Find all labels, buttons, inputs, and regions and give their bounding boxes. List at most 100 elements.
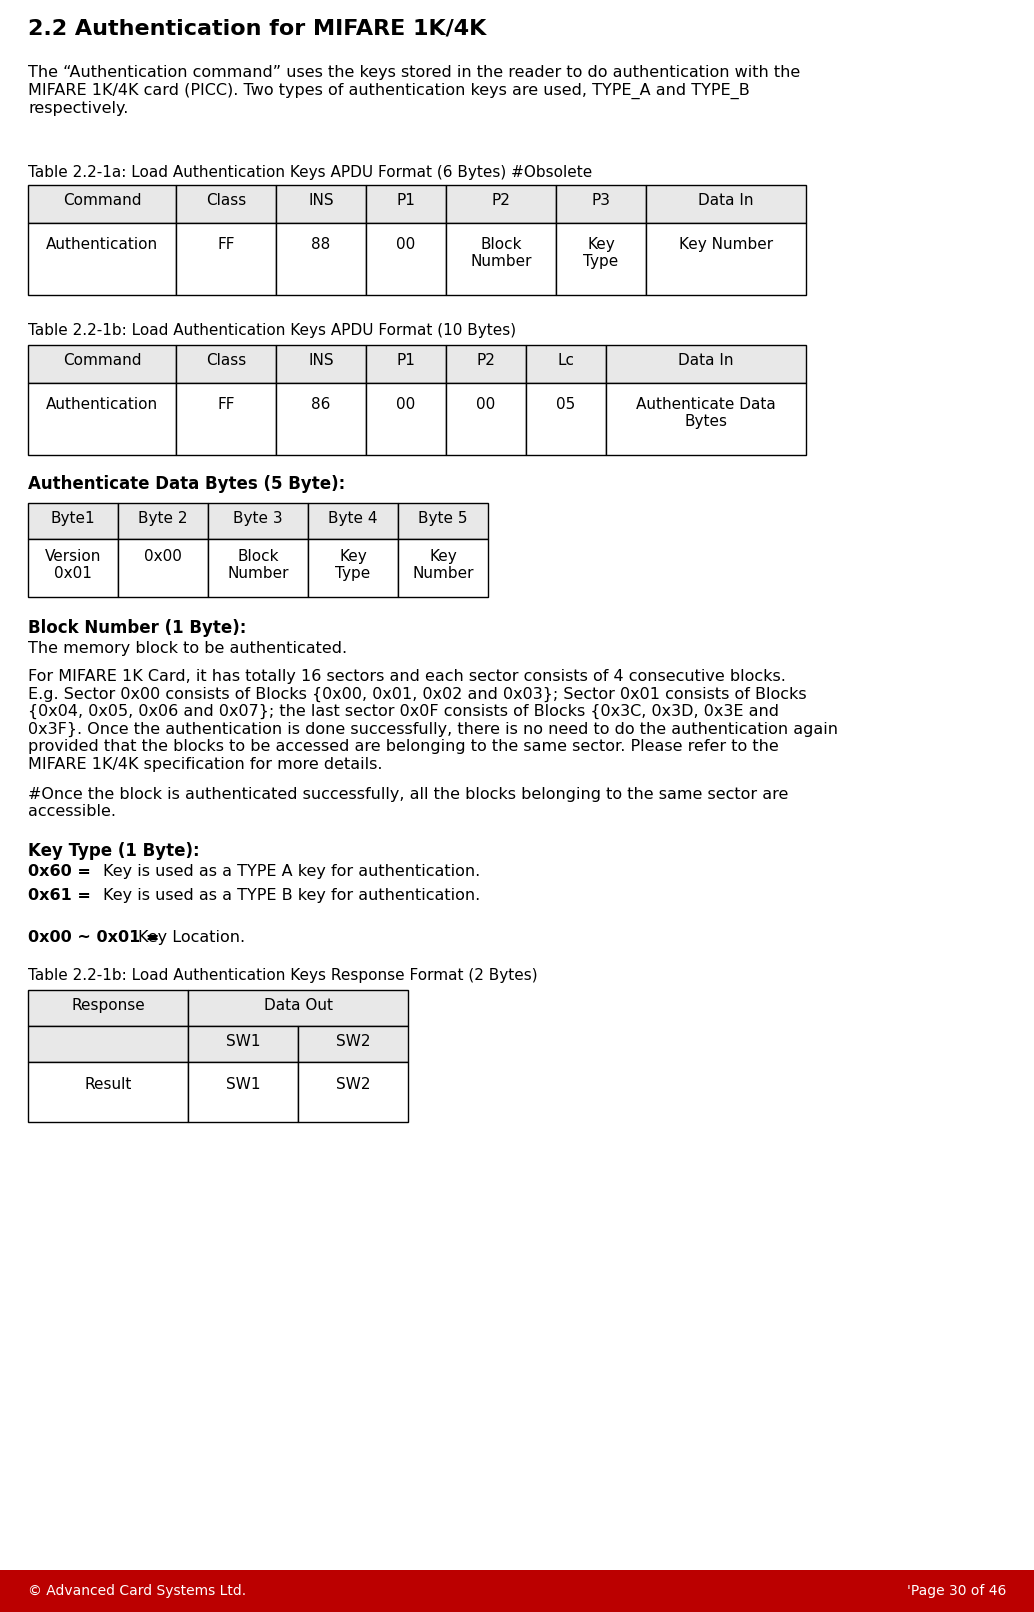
- Text: Response: Response: [71, 998, 145, 1012]
- Text: Block
Number: Block Number: [470, 237, 531, 269]
- Bar: [208, 503, 308, 538]
- Text: 05: 05: [556, 397, 576, 413]
- Bar: [208, 538, 308, 596]
- Text: SW1: SW1: [225, 1077, 261, 1091]
- Text: 0x61 =: 0x61 =: [28, 888, 91, 903]
- Text: Authentication: Authentication: [45, 237, 158, 251]
- Bar: [446, 384, 526, 455]
- Text: Byte 2: Byte 2: [139, 511, 188, 526]
- Bar: [176, 185, 276, 222]
- Text: SW2: SW2: [336, 1077, 370, 1091]
- Bar: [556, 185, 646, 222]
- Bar: [366, 384, 446, 455]
- Text: © Advanced Card Systems Ltd.: © Advanced Card Systems Ltd.: [28, 1585, 246, 1597]
- Text: Data In: Data In: [678, 353, 734, 368]
- Bar: [176, 345, 276, 384]
- Text: Block Number (1 Byte):: Block Number (1 Byte):: [28, 619, 246, 637]
- Text: Data Out: Data Out: [264, 998, 333, 1012]
- Text: The “Authentication command” uses the keys stored in the reader to do authentica: The “Authentication command” uses the ke…: [28, 64, 800, 116]
- Text: P2: P2: [491, 193, 511, 208]
- Text: Block
Number: Block Number: [227, 550, 288, 582]
- Text: P1: P1: [397, 353, 416, 368]
- Text: FF: FF: [217, 237, 235, 251]
- Text: 86: 86: [311, 397, 331, 413]
- Text: Authenticate Data
Bytes: Authenticate Data Bytes: [636, 397, 776, 429]
- Text: Table 2.2-1a: Load Authentication Keys APDU Format (6 Bytes) #Obsolete: Table 2.2-1a: Load Authentication Keys A…: [28, 164, 592, 181]
- Text: P3: P3: [591, 193, 610, 208]
- Bar: [646, 185, 805, 222]
- Text: INS: INS: [308, 193, 334, 208]
- Bar: [646, 222, 805, 295]
- Bar: [118, 503, 208, 538]
- Text: Key Location.: Key Location.: [138, 930, 245, 945]
- Text: Byte1: Byte1: [51, 511, 95, 526]
- Text: Authenticate Data Bytes (5 Byte):: Authenticate Data Bytes (5 Byte):: [28, 476, 345, 493]
- Text: 2.2 Authentication for MIFARE 1K/4K: 2.2 Authentication for MIFARE 1K/4K: [28, 18, 486, 39]
- Text: Data In: Data In: [698, 193, 754, 208]
- Bar: [398, 538, 488, 596]
- Bar: [308, 503, 398, 538]
- Bar: [446, 345, 526, 384]
- Text: 0x60 =: 0x60 =: [28, 864, 91, 879]
- Bar: [276, 185, 366, 222]
- Text: Authentication: Authentication: [45, 397, 158, 413]
- Bar: [298, 1062, 408, 1122]
- Bar: [118, 538, 208, 596]
- Bar: [176, 222, 276, 295]
- Bar: [28, 185, 176, 222]
- Text: 88: 88: [311, 237, 331, 251]
- Bar: [28, 538, 118, 596]
- Text: 0x00 ~ 0x01 =: 0x00 ~ 0x01 =: [28, 930, 159, 945]
- Text: Command: Command: [63, 353, 142, 368]
- Text: 0x00: 0x00: [144, 550, 182, 564]
- Bar: [308, 538, 398, 596]
- Text: Table 2.2-1b: Load Authentication Keys APDU Format (10 Bytes): Table 2.2-1b: Load Authentication Keys A…: [28, 322, 516, 339]
- Bar: [188, 990, 408, 1025]
- Text: Byte 4: Byte 4: [328, 511, 377, 526]
- Bar: [28, 345, 176, 384]
- Bar: [446, 222, 556, 295]
- Bar: [276, 345, 366, 384]
- Bar: [28, 990, 188, 1025]
- Text: 'Page 30 of 46: 'Page 30 of 46: [907, 1585, 1006, 1597]
- Text: Table 2.2-1b: Load Authentication Keys Response Format (2 Bytes): Table 2.2-1b: Load Authentication Keys R…: [28, 967, 538, 983]
- Bar: [28, 503, 118, 538]
- Text: The memory block to be authenticated.: The memory block to be authenticated.: [28, 642, 347, 656]
- Bar: [188, 1062, 298, 1122]
- Bar: [606, 345, 805, 384]
- Text: #Once the block is authenticated successfully, all the blocks belonging to the s: #Once the block is authenticated success…: [28, 787, 788, 819]
- Text: Key is used as a TYPE B key for authentication.: Key is used as a TYPE B key for authenti…: [103, 888, 480, 903]
- Bar: [28, 384, 176, 455]
- Bar: [298, 1025, 408, 1062]
- Bar: [366, 345, 446, 384]
- Bar: [188, 1025, 298, 1062]
- Text: Key
Type: Key Type: [583, 237, 618, 269]
- Text: Class: Class: [206, 353, 246, 368]
- Bar: [28, 222, 176, 295]
- Text: INS: INS: [308, 353, 334, 368]
- Text: Key is used as a TYPE A key for authentication.: Key is used as a TYPE A key for authenti…: [103, 864, 480, 879]
- Text: Class: Class: [206, 193, 246, 208]
- Bar: [556, 222, 646, 295]
- Text: P2: P2: [477, 353, 495, 368]
- Bar: [526, 384, 606, 455]
- Bar: [28, 1062, 188, 1122]
- Text: 00: 00: [396, 397, 416, 413]
- Text: Byte 5: Byte 5: [418, 511, 467, 526]
- Bar: [366, 185, 446, 222]
- Text: Result: Result: [85, 1077, 131, 1091]
- Text: P1: P1: [397, 193, 416, 208]
- Text: Key Number: Key Number: [679, 237, 773, 251]
- Text: Key Type (1 Byte):: Key Type (1 Byte):: [28, 841, 200, 859]
- Bar: [276, 222, 366, 295]
- Text: Version
0x01: Version 0x01: [44, 550, 101, 582]
- Text: Key
Number: Key Number: [413, 550, 474, 582]
- Bar: [276, 384, 366, 455]
- Text: For MIFARE 1K Card, it has totally 16 sectors and each sector consists of 4 cons: For MIFARE 1K Card, it has totally 16 se…: [28, 669, 838, 772]
- Text: Command: Command: [63, 193, 142, 208]
- Bar: [398, 503, 488, 538]
- Text: FF: FF: [217, 397, 235, 413]
- Bar: [28, 1025, 188, 1062]
- Bar: [606, 384, 805, 455]
- Bar: [366, 222, 446, 295]
